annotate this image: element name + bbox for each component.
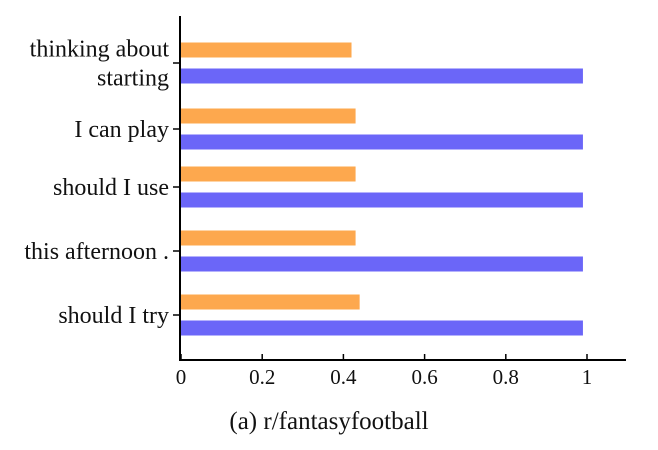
x-tick-label: 0.8 <box>493 365 519 389</box>
bar-series1-cat3 <box>181 166 356 182</box>
x-tick-label: 0.4 <box>330 365 357 389</box>
x-tick-label: 0.6 <box>411 365 437 389</box>
bar-series1-cat1 <box>181 42 352 58</box>
bar-series1-cat5 <box>181 294 360 310</box>
category-label: should I use <box>53 175 169 201</box>
category-label: I can play <box>74 117 169 143</box>
x-tick-label: 0 <box>176 365 187 389</box>
category-label: should I try <box>58 303 169 329</box>
category-label: this afternoon . <box>24 239 169 265</box>
bar-series2-cat4 <box>181 256 583 272</box>
category-label: starting <box>97 66 169 92</box>
bar-series2-cat3 <box>181 192 583 208</box>
bar-series2-cat2 <box>181 134 583 150</box>
category-label: thinking about <box>30 37 170 63</box>
bar-series1-cat2 <box>181 108 356 124</box>
x-tick-label: 1 <box>582 365 593 389</box>
bar-series2-cat5 <box>181 320 583 336</box>
chart-caption: (a) r/fantasyfootball <box>229 408 429 435</box>
bar-series2-cat1 <box>181 68 583 84</box>
x-tick-label: 0.2 <box>249 365 275 389</box>
bar-series1-cat4 <box>181 230 356 246</box>
